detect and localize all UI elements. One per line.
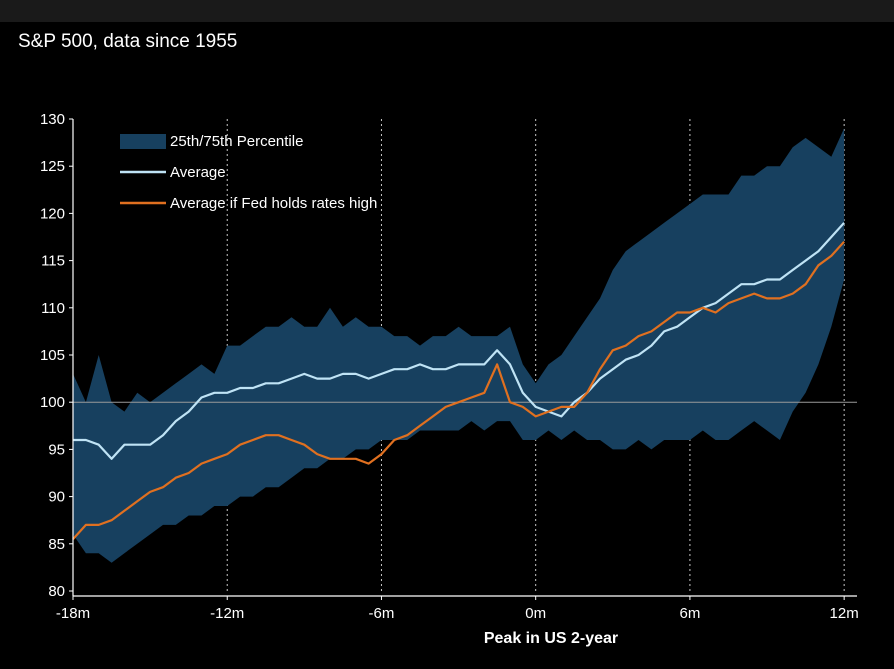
legend-label-2: Average if Fed holds rates high bbox=[170, 195, 377, 212]
chart-svg: S&P 500, data since 1955 80 85 90 95 100 105 1… bbox=[18, 31, 859, 647]
y-tick-label-0: 80 bbox=[48, 583, 65, 600]
band-layer bbox=[73, 128, 845, 563]
y-tick-label-7: 115 bbox=[41, 253, 65, 270]
y-tick-label-8: 120 bbox=[40, 205, 65, 222]
chart-frame: S&P 500, data since 1955 80 85 90 95 100 105 1… bbox=[0, 22, 894, 669]
y-tick-label-2: 90 bbox=[48, 489, 65, 506]
x-axis-title: Peak in US 2-year bbox=[484, 630, 618, 647]
lines-layer bbox=[72, 222, 845, 540]
percentile-band bbox=[73, 128, 845, 563]
x-tick-label-0: -18m bbox=[56, 605, 90, 622]
y-tick-label-5: 105 bbox=[40, 347, 65, 364]
x-tick-label-1: -12m bbox=[210, 605, 244, 622]
y-tick-label-4: 100 bbox=[40, 394, 65, 411]
chart-title: S&P 500, data since 1955 bbox=[18, 31, 237, 52]
legend: 25th/75th Percentile Average Average if Fe… bbox=[120, 133, 377, 212]
x-tick-label-3: 0m bbox=[525, 605, 546, 622]
x-tick-label-2: -6m bbox=[369, 605, 395, 622]
legend-label-0: 25th/75th Percentile bbox=[170, 133, 303, 150]
series-line-1 bbox=[72, 240, 845, 540]
y-tick-label-3: 95 bbox=[48, 441, 65, 458]
x-tick-label-4: 6m bbox=[679, 605, 700, 622]
axis-layer: 80 85 90 95 100 105 110 115 120 125 130 -18m -12m -6m… bbox=[40, 111, 859, 622]
y-tick-label-1: 85 bbox=[48, 536, 65, 553]
legend-label-1: Average bbox=[170, 164, 226, 181]
y-tick-label-10: 130 bbox=[40, 111, 65, 128]
x-tick-label-5: 12m bbox=[830, 605, 859, 622]
legend-swatch-0 bbox=[120, 134, 166, 149]
y-tick-label-9: 125 bbox=[40, 158, 65, 175]
y-tick-label-6: 110 bbox=[41, 300, 65, 317]
series-line-0 bbox=[73, 222, 845, 460]
